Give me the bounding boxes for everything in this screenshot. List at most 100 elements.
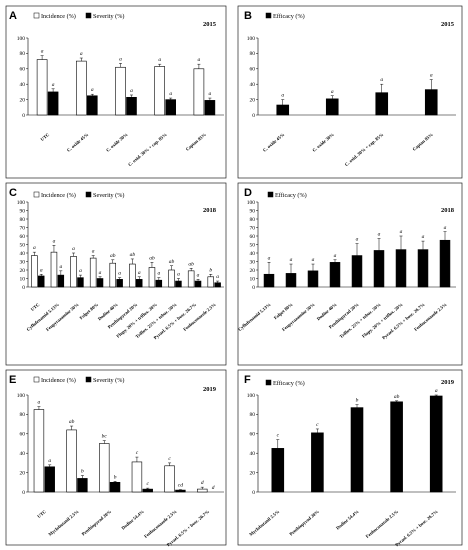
bar (329, 262, 341, 288)
bar (87, 95, 98, 116)
significance-letter: a (48, 458, 51, 464)
panel-year: 2015 (441, 21, 455, 28)
bar (204, 100, 216, 116)
panel-letter: E (9, 374, 16, 386)
significance-letter: c (168, 456, 171, 462)
y-tick-label: 40 (250, 82, 256, 88)
bar (197, 488, 208, 493)
x-tick-label: UTC (36, 509, 47, 519)
bar (47, 91, 59, 116)
significance-letter: a (331, 89, 334, 95)
bar (311, 432, 324, 493)
legend-swatch (85, 12, 92, 19)
y-tick-label: 100 (17, 36, 26, 42)
bar (175, 280, 182, 288)
x-tick-label: UTC (30, 302, 41, 312)
significance-letter: a (41, 49, 44, 55)
legend-swatch (33, 376, 40, 383)
bar (116, 279, 123, 288)
legend-swatch (265, 379, 272, 386)
legend-label: Efficacy (%) (275, 192, 307, 199)
y-tick-label: 20 (20, 470, 26, 476)
significance-letter: b (209, 267, 212, 273)
bar (76, 60, 87, 116)
bar (66, 429, 77, 493)
bar (164, 465, 175, 493)
y-tick-label: 30 (250, 259, 256, 265)
panel-letter: D (244, 187, 252, 199)
bar (350, 407, 364, 493)
significance-letter: a (334, 253, 337, 259)
y-tick-label: 90 (250, 208, 256, 214)
y-tick-label: 80 (250, 217, 256, 223)
significance-letter: b (114, 474, 117, 480)
significance-letter: a (99, 270, 102, 276)
bar (142, 488, 153, 493)
panel-frame (237, 5, 463, 179)
y-tick-label: 0 (252, 285, 255, 291)
significance-letter: ab (169, 259, 175, 265)
significance-letter: a (138, 270, 141, 276)
bar (307, 270, 319, 288)
significance-letter: a (157, 271, 160, 277)
y-tick-label: 80 (250, 412, 256, 418)
bar (417, 249, 429, 288)
chart-panel-d: D 2018 0 10 20 30 40 50 60 70 80 90 100 Efficacy (%) a… (237, 182, 463, 366)
significance-letter: a (435, 388, 438, 394)
y-tick-label: 100 (17, 393, 26, 399)
significance-letter: a (198, 57, 201, 63)
bar (439, 239, 451, 288)
y-tick-label: 80 (20, 51, 26, 57)
y-tick-label: 0 (252, 490, 255, 496)
bar (96, 278, 104, 288)
bar (214, 282, 221, 288)
legend-label: Incidence (%) (41, 13, 76, 20)
y-tick-label: 0 (22, 285, 25, 291)
significance-letter: a (400, 229, 403, 235)
significance-letter: c (147, 481, 150, 487)
legend-label: Incidence (%) (41, 377, 76, 384)
bar (126, 96, 137, 116)
bar (44, 466, 55, 493)
significance-letter: ab (130, 252, 136, 258)
bar (276, 104, 290, 116)
bar (325, 98, 339, 116)
significance-letter: a (216, 274, 219, 280)
bar (136, 279, 143, 288)
panel-year: 2018 (441, 207, 455, 214)
y-tick-label: 100 (247, 36, 256, 42)
legend-label: Efficacy (%) (273, 380, 305, 387)
bar (193, 68, 205, 116)
bar (33, 409, 45, 493)
legend-swatch (85, 191, 92, 198)
bar (31, 255, 38, 288)
y-tick-label: 40 (250, 251, 256, 257)
legend-label: Incidence (%) (41, 192, 76, 199)
legend-label: Efficacy (%) (273, 13, 305, 20)
significance-letter: a (118, 271, 121, 277)
significance-letter: ab (394, 394, 400, 400)
legend-swatch (33, 12, 40, 19)
significance-letter: ab (69, 419, 75, 425)
panel-letter: C (9, 187, 17, 199)
bar (36, 59, 48, 116)
significance-letter: a (53, 238, 56, 244)
significance-letter: a (209, 91, 212, 97)
y-tick-label: 40 (20, 251, 26, 257)
y-tick-label: 80 (20, 217, 26, 223)
y-tick-label: 100 (17, 200, 26, 206)
panel-letter: F (244, 374, 251, 386)
bar (115, 66, 126, 116)
significance-letter: a (378, 232, 381, 238)
significance-letter: cd (178, 483, 183, 489)
bar (285, 273, 297, 288)
legend-swatch (85, 376, 92, 383)
significance-letter: a (92, 249, 95, 255)
bar (175, 489, 186, 493)
significance-letter: a (40, 267, 43, 273)
significance-letter: ab (188, 261, 194, 267)
bar (375, 92, 389, 116)
